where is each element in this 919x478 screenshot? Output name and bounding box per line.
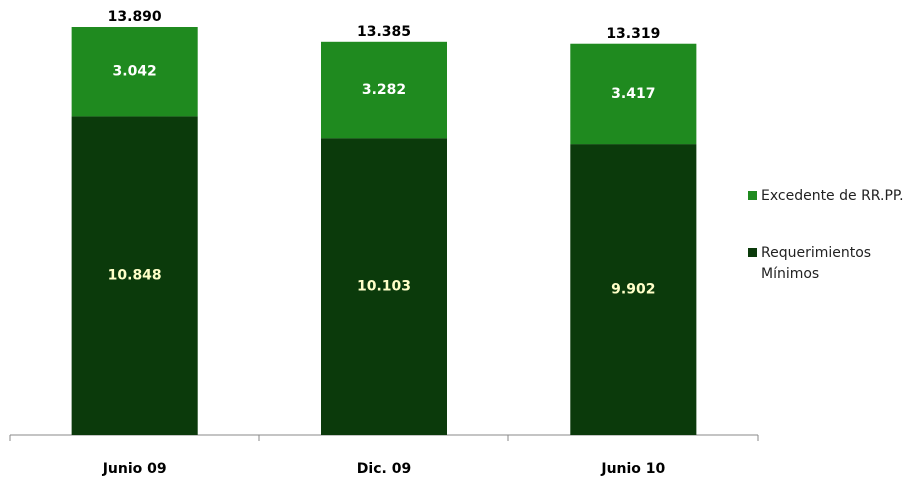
total-label: 13.319 [606, 26, 660, 42]
total-label: 13.890 [108, 9, 162, 25]
value-label: 3.282 [362, 82, 406, 98]
x-tick-label: Junio 09 [102, 461, 167, 477]
bar-shade [321, 138, 447, 435]
x-tick-label: Dic. 09 [357, 461, 411, 477]
value-label: 10.103 [357, 279, 411, 295]
bar-shade [570, 144, 697, 435]
value-label: 3.042 [113, 64, 157, 80]
value-label: 3.417 [611, 86, 655, 102]
axis-ticks [9, 435, 759, 441]
bar-shade [71, 27, 198, 117]
bar-shade [570, 43, 697, 145]
bar-shade [321, 41, 447, 139]
x-tick-label: Junio 10 [600, 461, 665, 477]
total-label: 13.385 [357, 24, 411, 40]
bar-shade [71, 116, 198, 435]
value-label: 9.902 [611, 282, 655, 298]
legend-label: Requerimientos Mínimos [761, 245, 871, 282]
legend-swatch [748, 191, 757, 200]
legend-label: Excedente de RR.PP. [761, 188, 904, 204]
legend-swatch [748, 248, 757, 257]
value-label: 10.848 [108, 268, 162, 284]
